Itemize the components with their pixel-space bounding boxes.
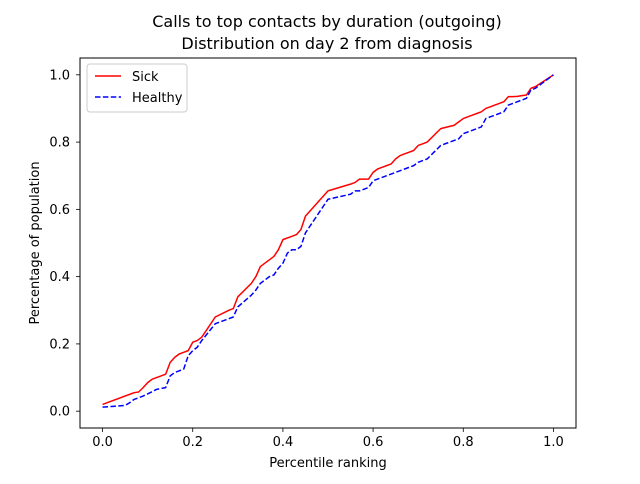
legend-label-sick: Sick: [132, 70, 159, 85]
series-line-sick: [102, 74, 554, 406]
plot-frame: [79, 57, 577, 429]
x-tick-label: 1.0: [543, 435, 564, 450]
legend: Sick Healthy: [86, 63, 188, 113]
series-line-healthy: [102, 74, 554, 408]
chart-title: Calls to top contacts by duration (outgo…: [152, 12, 502, 31]
x-tick-label: 0.4: [273, 435, 294, 450]
x-tick-label: 0.2: [182, 435, 203, 450]
x-tick-label: 0.0: [92, 435, 113, 450]
y-tick-label: 0.0: [49, 405, 70, 420]
x-tick-label: 0.6: [363, 435, 384, 450]
x-tick-label: 0.8: [453, 435, 474, 450]
y-tick-label: 0.6: [49, 203, 70, 218]
chart-subtitle: Distribution on day 2 from diagnosis: [181, 34, 472, 53]
y-tick-label: 0.2: [49, 337, 70, 352]
x-axis-label: Percentile ranking: [269, 456, 386, 471]
series-layer: [102, 74, 554, 408]
y-tick-label: 1.0: [49, 68, 70, 83]
tick-layer: 0.0 0.2 0.4 0.6 0.8 1.0 0.0 0.2 0.4 0.6 0.8 1.0: [49, 68, 563, 450]
y-tick-label: 0.4: [49, 270, 70, 285]
y-tick-label: 0.8: [49, 136, 70, 151]
y-axis-label: Percentage of population: [28, 161, 43, 324]
legend-label-healthy: Healthy: [132, 91, 183, 106]
